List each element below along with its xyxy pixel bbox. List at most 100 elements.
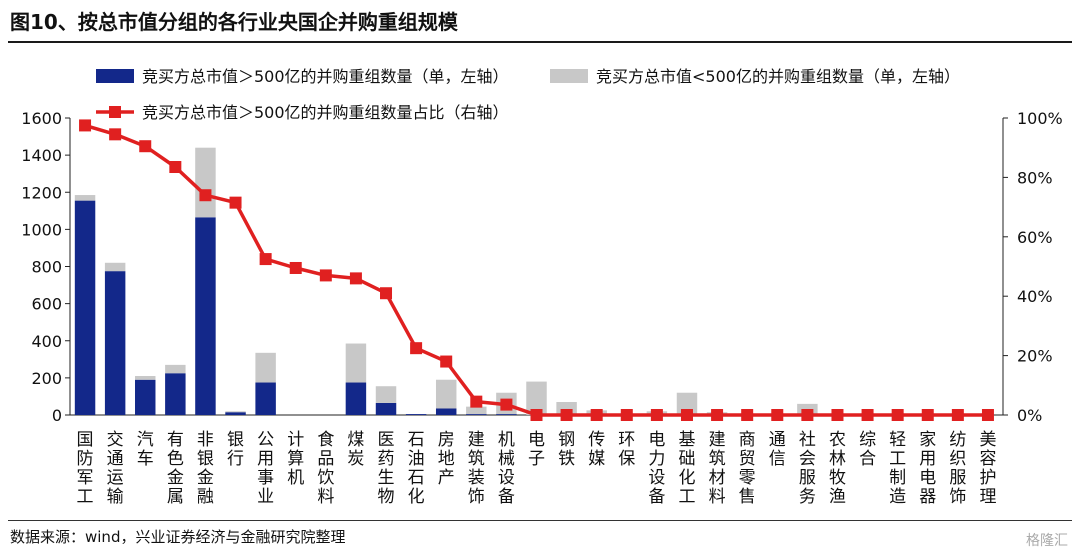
x-tick-label: 石油石化 bbox=[408, 430, 425, 507]
bar-small-cap bbox=[225, 411, 246, 413]
title-divider bbox=[8, 41, 1072, 43]
bar-small-cap bbox=[466, 406, 487, 415]
x-tick-label: 建筑材料 bbox=[709, 430, 726, 507]
bar-small-cap bbox=[435, 379, 457, 409]
legend-swatch-small-cap bbox=[550, 69, 588, 83]
x-tick-label: 交通运输 bbox=[107, 430, 124, 507]
x-tick-label: 社会服务 bbox=[799, 430, 816, 507]
watermark: 格隆汇 bbox=[1026, 533, 1068, 549]
x-tick-label: 农林牧渔 bbox=[829, 430, 846, 507]
x-tick-label: 钢铁 bbox=[558, 430, 575, 469]
x-tick-label: 医药生物 bbox=[378, 430, 395, 507]
bar-small-cap bbox=[375, 386, 397, 403]
left-axis-tick-label: 1400 bbox=[21, 146, 62, 165]
x-tick-label: 煤炭 bbox=[347, 430, 364, 469]
right-axis-tick-label: 100% bbox=[1017, 109, 1063, 128]
bar-small-cap bbox=[345, 343, 367, 383]
x-tick-label: 传媒 bbox=[588, 430, 605, 469]
left-axis-tick-label: 1600 bbox=[21, 109, 62, 128]
x-tick-label: 公用事业 bbox=[257, 430, 274, 507]
ratio-point bbox=[801, 409, 814, 421]
bar-small-cap bbox=[74, 195, 96, 201]
left-axis-tick-label: 400 bbox=[31, 332, 62, 351]
ratio-point bbox=[951, 409, 964, 421]
ratio-point bbox=[500, 398, 513, 411]
ratio-point bbox=[259, 253, 272, 266]
bar-small-cap bbox=[526, 381, 547, 415]
bar-large-cap bbox=[435, 408, 457, 415]
bar-large-cap bbox=[375, 402, 397, 415]
chart-title: 图10、按总市值分组的各行业央国企并购重组规模 bbox=[10, 10, 458, 34]
legend-swatch-ratio-point bbox=[109, 106, 121, 118]
footer-divider bbox=[8, 520, 1072, 521]
ratio-point bbox=[981, 409, 994, 421]
bar-small-cap bbox=[165, 364, 186, 374]
ratio-point bbox=[319, 269, 332, 282]
ratio-point bbox=[289, 261, 302, 274]
legend-swatch-large-cap bbox=[96, 69, 134, 83]
ratio-point bbox=[139, 140, 152, 153]
legend: 竞买方总市值＞500亿的并购重组数量（单，左轴） 竞买方总市值<500亿的并购重组… bbox=[96, 67, 960, 122]
bar-large-cap bbox=[466, 414, 487, 415]
ratio-point bbox=[590, 409, 603, 421]
ratio-point bbox=[560, 409, 573, 421]
ratio-point bbox=[109, 128, 122, 141]
ratio-point bbox=[349, 272, 362, 285]
ratio-point bbox=[470, 395, 483, 408]
ratio-point bbox=[921, 409, 934, 421]
x-tick-label: 汽车 bbox=[137, 430, 154, 469]
bar-large-cap bbox=[104, 271, 126, 415]
right-axis-tick-label: 60% bbox=[1017, 228, 1053, 247]
right-axis-tick-label: 40% bbox=[1017, 287, 1053, 306]
ratio-point bbox=[711, 409, 724, 421]
x-axis-labels: 国防军工交通运输汽车有色金属非银金融银行公用事业计算机食品饮料煤炭医药生物石油石… bbox=[77, 430, 997, 507]
x-tick-label: 国防军工 bbox=[77, 430, 94, 507]
ratio-point bbox=[861, 409, 874, 421]
ratio-point bbox=[891, 409, 904, 421]
ratio-point bbox=[620, 409, 633, 421]
left-axis-tick-label: 600 bbox=[31, 295, 62, 314]
ratio-point bbox=[440, 355, 453, 368]
x-tick-label: 纺织服饰 bbox=[949, 430, 966, 507]
x-tick-label: 综合 bbox=[859, 430, 876, 469]
ratio-point bbox=[169, 161, 182, 174]
bar-small-cap bbox=[255, 352, 276, 383]
ratio-point bbox=[741, 409, 754, 421]
bar-large-cap bbox=[135, 379, 156, 415]
x-tick-label: 食品饮料 bbox=[317, 430, 334, 507]
bar-large-cap bbox=[74, 200, 96, 415]
legend-label-large-cap: 竞买方总市值＞500亿的并购重组数量（单，左轴） bbox=[142, 67, 509, 86]
chart-canvas: 竞买方总市值＞500亿的并购重组数量（单，左轴） 竞买方总市值<500亿的并购重组… bbox=[21, 67, 1063, 507]
bars bbox=[74, 147, 848, 415]
ratio-point bbox=[650, 409, 663, 421]
x-tick-label: 环保 bbox=[618, 430, 635, 469]
x-tick-label: 房地产 bbox=[438, 430, 455, 488]
bar-large-cap bbox=[496, 414, 517, 415]
x-tick-label: 非银金融 bbox=[197, 430, 214, 507]
x-tick-label: 轻工制造 bbox=[889, 430, 906, 507]
x-tick-label: 机械设备 bbox=[498, 430, 515, 507]
ratio-point bbox=[199, 189, 212, 202]
right-axis-tick-label: 20% bbox=[1017, 347, 1053, 366]
bar-large-cap bbox=[195, 217, 216, 415]
left-axis-tick-label: 200 bbox=[31, 369, 62, 388]
right-axis-tick-label: 80% bbox=[1017, 168, 1053, 187]
x-tick-label: 计算机 bbox=[287, 430, 304, 488]
x-tick-label: 家用电器 bbox=[919, 430, 936, 507]
ratio-point bbox=[79, 119, 92, 132]
ratio-line-series bbox=[79, 119, 994, 421]
bar-large-cap bbox=[165, 373, 186, 415]
ratio-point bbox=[530, 409, 543, 421]
x-tick-label: 美容护理 bbox=[979, 430, 996, 507]
x-tick-label: 电子 bbox=[528, 430, 545, 469]
x-tick-label: 通信 bbox=[769, 430, 786, 469]
bar-large-cap bbox=[345, 382, 367, 415]
bar-small-cap bbox=[195, 147, 216, 218]
bar-small-cap bbox=[135, 376, 156, 380]
bar-small-cap bbox=[104, 262, 126, 272]
x-tick-label: 商贸零售 bbox=[739, 430, 756, 507]
x-tick-label: 银行 bbox=[227, 430, 244, 469]
left-axis-tick-label: 0 bbox=[52, 406, 62, 425]
legend-label-ratio: 竞买方总市值＞500亿的并购重组数量占比（右轴） bbox=[142, 103, 509, 122]
x-tick-label: 有色金属 bbox=[167, 430, 184, 507]
